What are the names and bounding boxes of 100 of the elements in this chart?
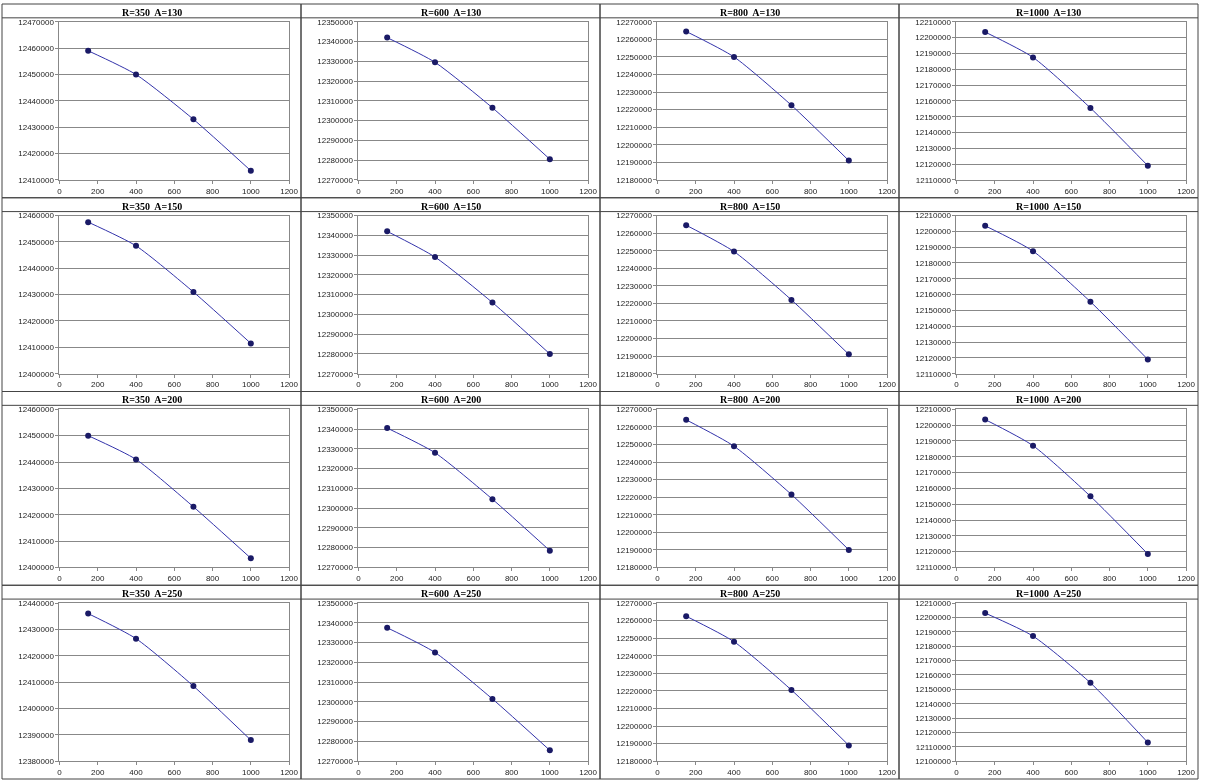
x-tick-label: 800	[803, 186, 818, 196]
chart-title: R=600 A=200	[421, 394, 482, 405]
y-tick-label: 12130000	[915, 713, 952, 723]
x-tick-label: 0	[57, 186, 63, 196]
y-tick-label: 12180000	[915, 65, 952, 75]
y-tick-label: 12200000	[616, 721, 653, 731]
x-tick-label: 1000	[540, 767, 560, 777]
y-tick-label: 12210000	[915, 17, 952, 27]
chart-title: R=350 A=200	[122, 394, 183, 405]
x-tick-label: 0	[655, 186, 661, 196]
y-tick-label: 12410000	[18, 343, 55, 353]
chart-title: R=1000 A=250	[1016, 588, 1082, 599]
x-tick-label: 1000	[1138, 186, 1158, 196]
y-tick-label: 12440000	[18, 598, 55, 608]
x-tick-label: 200	[390, 186, 404, 196]
y-tick-label: 12210000	[616, 704, 653, 714]
y-tick-label: 12340000	[317, 424, 354, 434]
y-tick-label: 12110000	[915, 369, 952, 379]
y-tick-label: 12190000	[915, 242, 952, 252]
y-tick-label: 12450000	[18, 70, 55, 80]
x-tick-label: 0	[356, 767, 362, 777]
x-tick-label: 600	[466, 186, 481, 196]
y-tick-label: 12200000	[616, 334, 653, 344]
chart-title: R=350 A=250	[122, 588, 183, 599]
y-tick-label: 12240000	[616, 70, 653, 80]
x-tick-label: 0	[655, 767, 661, 777]
y-tick-label: 12130000	[915, 144, 952, 154]
y-tick-label: 12440000	[18, 96, 55, 106]
x-tick-label: 600	[167, 767, 182, 777]
y-tick-label: 12150000	[915, 499, 952, 509]
x-tick-label: 1200	[878, 574, 897, 584]
y-tick-label: 12220000	[616, 686, 653, 696]
y-tick-label: 12250000	[616, 246, 653, 256]
y-tick-label: 12410000	[18, 536, 55, 546]
y-tick-label: 12150000	[915, 685, 952, 695]
y-tick-label: 12190000	[915, 627, 952, 637]
x-tick-label: 400	[428, 186, 443, 196]
y-tick-label: 12180000	[616, 369, 653, 379]
y-tick-label: 12110000	[915, 563, 952, 573]
x-tick-label: 0	[57, 574, 63, 584]
y-tick-label: 12440000	[18, 264, 55, 274]
y-tick-label: 12140000	[915, 128, 952, 138]
x-tick-label: 1000	[241, 380, 261, 390]
y-tick-label: 12270000	[616, 211, 653, 221]
y-tick-label: 12240000	[616, 651, 653, 661]
y-tick-label: 12190000	[616, 158, 653, 168]
x-tick-label: 200	[689, 574, 703, 584]
y-tick-label: 12430000	[18, 290, 55, 300]
y-tick-label: 12120000	[915, 159, 952, 169]
x-tick-label: 1000	[839, 380, 859, 390]
x-tick-label: 0	[57, 767, 63, 777]
y-tick-label: 12180000	[616, 563, 653, 573]
chart-title: R=350 A=150	[122, 201, 183, 212]
x-tick-label: 1000	[1138, 574, 1158, 584]
x-tick-label: 1000	[241, 574, 261, 584]
y-tick-label: 12450000	[18, 431, 55, 441]
y-tick-label: 12300000	[317, 503, 354, 513]
x-tick-label: 0	[356, 574, 362, 584]
y-tick-label: 12270000	[616, 598, 653, 608]
y-tick-label: 12260000	[616, 228, 653, 238]
y-tick-label: 12270000	[616, 405, 653, 415]
y-tick-label: 12410000	[18, 677, 55, 687]
y-tick-label: 12200000	[616, 528, 653, 538]
y-tick-label: 12320000	[317, 658, 354, 668]
y-tick-label: 12210000	[616, 316, 653, 326]
y-tick-label: 12230000	[616, 669, 653, 679]
x-tick-label: 800	[803, 574, 818, 584]
x-tick-label: 0	[57, 380, 63, 390]
y-tick-label: 12460000	[18, 405, 55, 415]
y-tick-label: 12210000	[915, 405, 952, 415]
x-tick-label: 200	[689, 767, 703, 777]
x-tick-label: 200	[988, 574, 1002, 584]
x-tick-label: 1000	[1138, 380, 1158, 390]
x-tick-label: 400	[727, 767, 742, 777]
x-tick-label: 1200	[1177, 186, 1196, 196]
x-tick-label: 600	[1064, 380, 1079, 390]
y-tick-label: 12280000	[317, 155, 354, 165]
y-tick-label: 12180000	[616, 175, 653, 185]
x-tick-label: 200	[91, 186, 105, 196]
y-tick-label: 12270000	[317, 369, 354, 379]
y-tick-label: 12120000	[915, 728, 952, 738]
x-tick-label: 600	[765, 767, 780, 777]
y-tick-label: 12260000	[616, 35, 653, 45]
x-tick-label: 400	[727, 186, 742, 196]
y-tick-label: 12350000	[317, 405, 354, 415]
x-tick-label: 200	[988, 767, 1002, 777]
y-tick-label: 12180000	[915, 641, 952, 651]
y-tick-label: 12260000	[616, 616, 653, 626]
x-tick-label: 0	[954, 767, 960, 777]
y-tick-label: 12190000	[616, 545, 653, 555]
x-tick-label: 400	[129, 767, 144, 777]
x-tick-label: 1200	[280, 186, 299, 196]
chart-title: R=1000 A=150	[1016, 201, 1082, 212]
y-tick-label: 12210000	[616, 510, 653, 520]
y-tick-label: 12200000	[616, 140, 653, 150]
x-tick-label: 1200	[579, 380, 598, 390]
chart-title: R=1000 A=130	[1016, 7, 1082, 18]
y-tick-label: 12380000	[18, 757, 55, 766]
x-tick-label: 200	[689, 380, 703, 390]
x-tick-label: 1000	[1138, 767, 1158, 777]
